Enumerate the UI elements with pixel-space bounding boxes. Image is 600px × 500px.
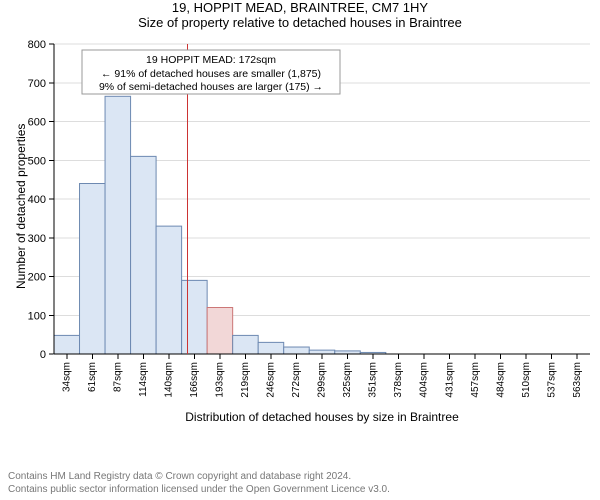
histogram-bar (156, 226, 182, 354)
histogram-bar (54, 335, 80, 354)
x-tick-label: 140sqm (163, 362, 174, 398)
y-tick-label: 200 (28, 272, 46, 284)
y-tick-label: 400 (28, 194, 46, 206)
y-tick-label: 700 (28, 78, 46, 90)
x-tick-label: 431sqm (444, 362, 455, 398)
histogram-bar (131, 156, 157, 354)
y-tick-label: 600 (28, 117, 46, 129)
histogram-bar (80, 184, 106, 355)
histogram-chart: 0 100 200 300 400 500 600 700 800 34sqm 61sqm 87sqm… (0, 34, 600, 414)
histogram-bar (182, 280, 208, 354)
histogram-bar (233, 335, 259, 354)
x-tick-label: 272sqm (291, 362, 302, 398)
x-tick-label: 166sqm (189, 362, 200, 398)
x-tick-label: 484sqm (495, 362, 506, 398)
footer-attribution: Contains HM Land Registry data © Crown c… (8, 471, 390, 496)
x-tick-label: 219sqm (240, 362, 251, 398)
x-tick-label: 404sqm (419, 362, 430, 398)
y-tick-label: 100 (28, 310, 46, 322)
y-tick-label: 800 (28, 39, 46, 51)
x-tick-label: 87sqm (112, 362, 123, 392)
x-tick-label: 351sqm (368, 362, 379, 398)
page-subtitle: Size of property relative to detached ho… (0, 15, 600, 30)
chart-area: 0 100 200 300 400 500 600 700 800 34sqm 61sqm 87sqm… (0, 34, 600, 414)
histogram-bar (258, 342, 284, 354)
footer-line-2: Contains public sector information licen… (8, 484, 390, 497)
x-tick-label: 114sqm (138, 362, 149, 397)
x-tick-label: 537sqm (546, 362, 557, 398)
footer-line-1: Contains HM Land Registry data © Crown c… (8, 471, 390, 484)
x-axis-label: Distribution of detached houses by size … (54, 410, 590, 424)
x-tick-label: 34sqm (61, 362, 72, 392)
page-title: 19, HOPPIT MEAD, BRAINTREE, CM7 1HY (0, 0, 600, 15)
info-box-line3: 9% of semi-detached houses are larger (1… (99, 81, 323, 93)
y-tick-label: 500 (28, 155, 46, 167)
y-tick-label: 300 (28, 233, 46, 245)
x-tick-label: 246sqm (266, 362, 277, 398)
histogram-bar (284, 347, 310, 354)
x-tick-label: 563sqm (572, 362, 583, 398)
x-tick-label: 193sqm (215, 362, 226, 398)
x-tick-label: 299sqm (317, 362, 328, 398)
histogram-bar-highlight (207, 308, 233, 355)
info-box-line1: 19 HOPPIT MEAD: 172sqm (146, 54, 276, 66)
x-tick-label: 378sqm (393, 362, 404, 398)
histogram-bar (309, 350, 335, 354)
y-axis-label: Number of detached properties (14, 124, 28, 289)
histogram-bar (105, 96, 131, 354)
x-tick-label: 457sqm (470, 362, 481, 398)
y-tick-label: 0 (40, 349, 46, 361)
info-box-line2: ← 91% of detached houses are smaller (1,… (101, 68, 321, 80)
x-tick-label: 325sqm (342, 362, 353, 398)
x-tick-label: 510sqm (521, 362, 532, 398)
x-tick-label: 61sqm (87, 362, 98, 392)
